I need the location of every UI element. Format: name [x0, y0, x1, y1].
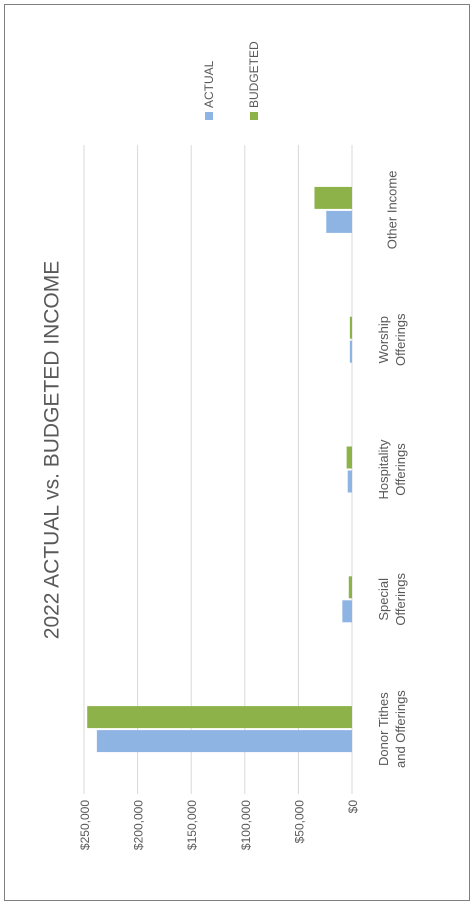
bar-actual	[326, 210, 352, 233]
category-label: Offerings	[393, 443, 408, 496]
value-tick-label: $100,000	[239, 800, 253, 850]
category-label: Hospitality	[376, 439, 391, 499]
value-tick-label: $0	[346, 800, 360, 814]
category-label: Offerings	[393, 573, 408, 626]
legend-swatch	[250, 112, 258, 120]
legend-label: ACTUAL	[202, 60, 216, 108]
value-tick-label: $250,000	[78, 800, 92, 850]
bar-budgeted	[87, 706, 352, 729]
legend: ACTUAL BUDGETED	[202, 41, 261, 120]
chart-title: 2022 ACTUAL vs. BUDGETED INCOME	[41, 261, 64, 639]
category-label: Special	[376, 578, 391, 621]
category-label: Other Income	[385, 171, 400, 250]
bar-actual	[96, 730, 352, 753]
value-tick-label: $50,000	[292, 800, 306, 844]
bar-actual	[349, 340, 352, 363]
value-tick-label: $150,000	[185, 800, 199, 850]
legend-swatch	[205, 112, 213, 120]
bar-actual	[347, 470, 352, 493]
legend-label: BUDGETED	[247, 41, 261, 108]
value-tick-labels: $0 $50,000 $100,000 $150,000 $200,000 $250,00…	[78, 800, 360, 850]
value-tick-label: $200,000	[132, 800, 146, 850]
bar-budgeted	[348, 576, 352, 599]
gridlines	[83, 145, 353, 794]
bar-budgeted	[349, 316, 352, 339]
bars	[87, 186, 352, 753]
category-label: and Offerings	[393, 690, 408, 768]
category-label: Worship	[376, 316, 391, 363]
bar-actual	[342, 600, 352, 623]
category-label: Donor Tithes	[376, 692, 391, 766]
category-label: Offerings	[393, 313, 408, 366]
bar-budgeted	[314, 186, 352, 209]
bar-budgeted	[346, 446, 352, 469]
